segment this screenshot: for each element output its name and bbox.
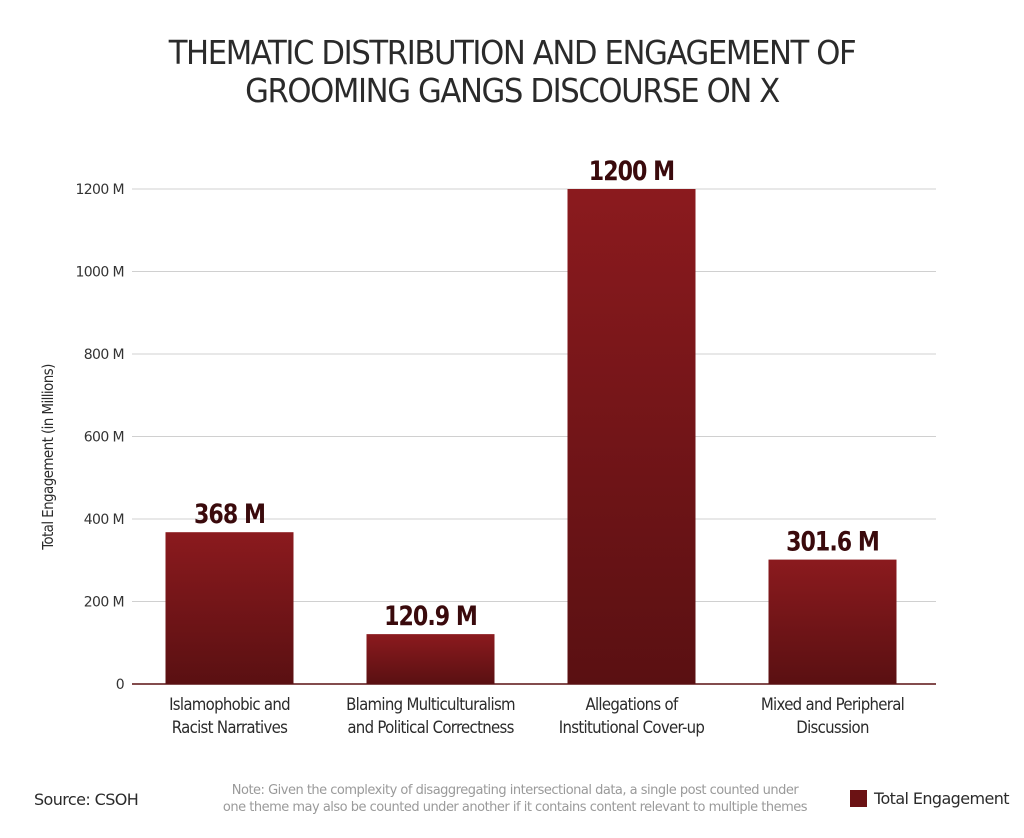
x-tick-label: Racist Narratives bbox=[172, 717, 288, 737]
y-tick-label: 0 bbox=[116, 677, 124, 693]
x-tick-label: Blaming Multiculturalism bbox=[346, 694, 515, 714]
legend-swatch bbox=[850, 790, 867, 807]
x-tick-label: Discussion bbox=[796, 717, 868, 737]
bar bbox=[567, 189, 696, 684]
y-tick-label: 1000 M bbox=[75, 265, 124, 281]
source-credit: Source: CSOH bbox=[34, 790, 139, 809]
x-tick-label: Institutional Cover-up bbox=[559, 717, 705, 737]
y-tick-label: 200 M bbox=[84, 595, 124, 611]
x-tick-label: Islamophobic and bbox=[169, 694, 290, 714]
footnote-line-2: one theme may also be counted under anot… bbox=[222, 800, 808, 815]
data-label: 120.9 M bbox=[384, 600, 477, 632]
bar bbox=[165, 532, 294, 684]
data-label: 301.6 M bbox=[786, 525, 879, 557]
x-tick-label: Mixed and Peripheral bbox=[761, 694, 904, 714]
legend-label: Total Engagement bbox=[874, 789, 1010, 808]
footnote-line-1: Note: Given the complexity of disaggrega… bbox=[231, 783, 799, 798]
chart-title-line-1: THEMATIC DISTRIBUTION AND ENGAGEMENT OF bbox=[168, 33, 857, 72]
y-tick-label: 400 M bbox=[84, 512, 124, 528]
y-tick-label: 1200 M bbox=[75, 182, 124, 198]
chart-title: THEMATIC DISTRIBUTION AND ENGAGEMENT OF … bbox=[36, 34, 988, 110]
bar bbox=[366, 634, 495, 684]
data-label: 1200 M bbox=[589, 155, 674, 187]
x-tick-label: Allegations of bbox=[585, 694, 678, 714]
x-tick-label: and Political Correctness bbox=[347, 717, 514, 737]
data-label: 368 M bbox=[194, 498, 265, 530]
bar bbox=[768, 559, 897, 684]
y-tick-label: 800 M bbox=[84, 347, 124, 363]
footnote: Note: Given the complexity of disaggrega… bbox=[200, 782, 830, 816]
chart-title-line-2: GROOMING GANGS DISCOURSE ON X bbox=[245, 71, 780, 110]
legend: Total Engagement bbox=[850, 789, 1010, 808]
y-tick-label: 600 M bbox=[84, 430, 124, 446]
y-axis-label: Total Engagement (in Millions) bbox=[39, 364, 57, 550]
